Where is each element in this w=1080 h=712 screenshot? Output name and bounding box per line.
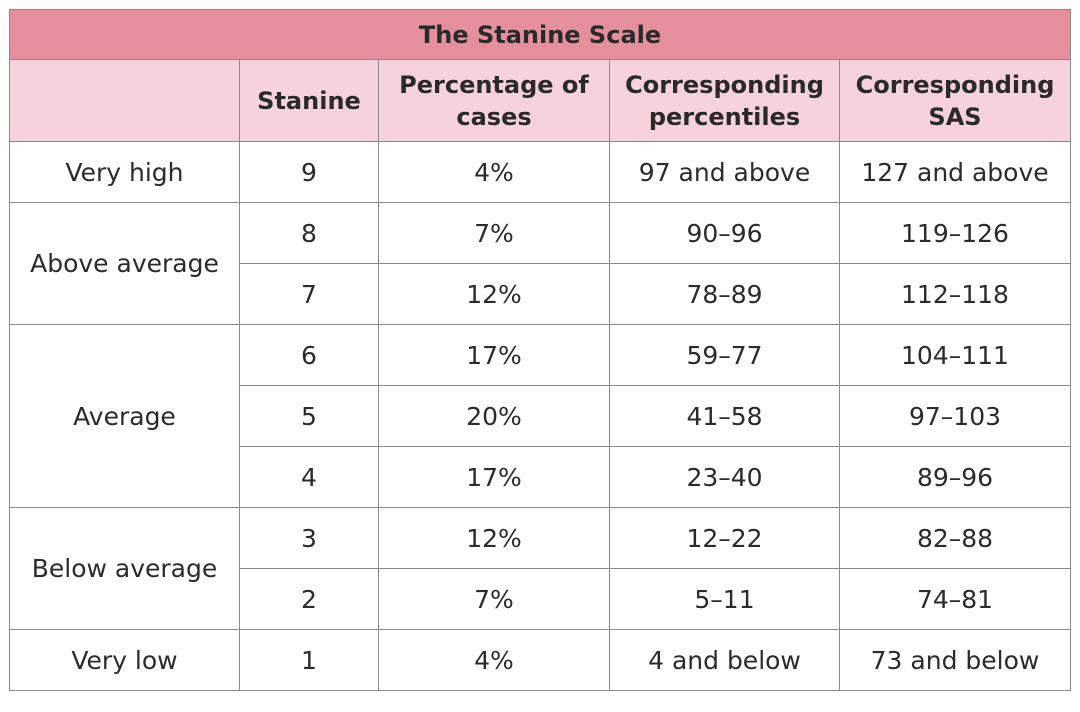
percentiles-cell: 97 and above [609, 141, 840, 203]
band-label: Average [9, 324, 240, 508]
table-title: The Stanine Scale [8, 9, 1072, 60]
band-label: Below average [9, 507, 240, 630]
percentage-cell: 17% [378, 446, 610, 508]
stanine-cell: 9 [239, 141, 379, 203]
stanine-cell: 8 [239, 202, 379, 264]
header-percentiles: Corresponding percentiles [609, 59, 840, 142]
table-row: Below average 3 12% 12–22 82–88 [9, 507, 1072, 630]
header-percentage: Percentage of cases [378, 59, 610, 142]
sas-cell: 74–81 [838, 568, 1072, 630]
header-stanine: Stanine [239, 59, 379, 142]
stanine-cell: 3 [239, 507, 379, 569]
percentage-cell: 17% [378, 324, 610, 386]
table-row: Very high 9 4% 97 and above 127 and above [9, 141, 1072, 203]
percentiles-cell: 90–96 [609, 202, 840, 264]
percentage-cell: 4% [378, 141, 610, 203]
percentiles-cell: 12–22 [609, 507, 840, 569]
stanine-table: The Stanine Scale Stanine Percentage of … [8, 9, 1072, 691]
title-row: The Stanine Scale [8, 9, 1072, 60]
band-label: Above average [9, 202, 240, 325]
percentiles-cell: 4 and below [609, 629, 840, 691]
table-row: 7 12% 78–89 112–118 [10, 263, 1072, 325]
percentage-cell: 12% [378, 263, 610, 325]
header-band [9, 59, 240, 142]
sas-cell: 119–126 [838, 202, 1072, 264]
table-row: Very low 1 4% 4 and below 73 and below [9, 629, 1072, 691]
sas-cell: 112–118 [838, 263, 1072, 325]
percentiles-cell: 23–40 [609, 446, 840, 508]
sas-cell: 82–88 [838, 507, 1072, 569]
percentage-cell: 4% [378, 629, 610, 691]
table-row: Average 6 17% 59–77 104–111 [9, 324, 1072, 508]
header-row: Stanine Percentage of cases Correspondin… [9, 59, 1072, 142]
sas-cell: 127 and above [838, 141, 1072, 203]
percentiles-cell: 78–89 [609, 263, 840, 325]
stanine-cell: 1 [239, 629, 379, 691]
percentiles-cell: 5–11 [609, 568, 840, 630]
stanine-cell: 4 [239, 446, 379, 508]
stanine-cell: 5 [239, 385, 379, 447]
percentiles-cell: 41–58 [609, 385, 840, 447]
sas-cell: 73 and below [838, 629, 1072, 691]
percentiles-cell: 59–77 [609, 324, 840, 386]
percentage-cell: 7% [378, 568, 610, 630]
percentage-cell: 20% [378, 385, 610, 447]
sas-cell: 89–96 [838, 446, 1072, 508]
stanine-cell: 6 [239, 324, 379, 386]
stanine-cell: 2 [239, 568, 379, 630]
sas-cell: 104–111 [838, 324, 1072, 386]
band-label: Very high [9, 141, 240, 203]
table-body: Very high 9 4% 97 and above 127 and above Abo… [9, 141, 1072, 691]
table-row: 2 7% 5–11 74–81 [10, 568, 1072, 630]
sas-cell: 97–103 [838, 385, 1072, 447]
percentage-cell: 12% [378, 507, 610, 569]
stanine-cell: 7 [239, 263, 379, 325]
table-row: Above average 8 7% 90–96 119–126 [9, 202, 1072, 325]
table-row: 5 20% 41–58 97–103 [10, 385, 1072, 447]
percentage-cell: 7% [378, 202, 610, 264]
header-sas: Corresponding SAS [838, 59, 1072, 142]
band-label: Very low [9, 629, 240, 691]
